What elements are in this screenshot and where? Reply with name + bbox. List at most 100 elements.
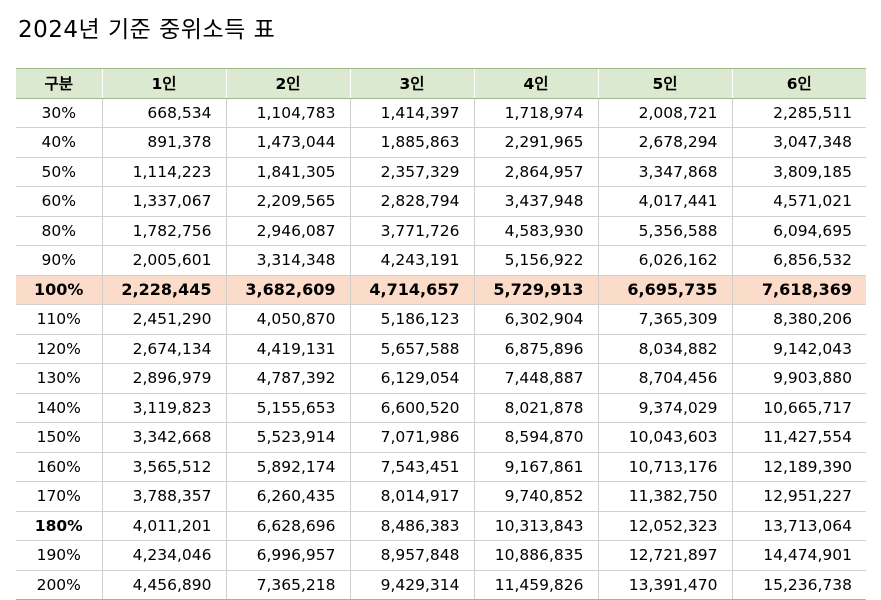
income-cell: 2,008,721: [597, 98, 732, 128]
income-cell: 3,437,948: [473, 186, 598, 217]
row-label: 110%: [16, 304, 102, 335]
income-cell: 4,243,191: [349, 245, 474, 276]
income-cell: 2,864,957: [473, 157, 598, 187]
income-cell: 1,104,783: [225, 98, 350, 128]
row-label: 80%: [16, 216, 102, 246]
table-row: 30% 668,534 1,104,783 1,414,397 1,718,974 2,0…: [16, 98, 866, 128]
income-cell: 8,486,383: [349, 511, 474, 541]
income-cell: 4,714,657: [349, 275, 474, 305]
row-label: 130%: [16, 363, 102, 394]
income-cell: 2,357,329: [349, 157, 474, 187]
income-cell: 3,565,512: [101, 452, 226, 482]
income-cell: 1,114,223: [101, 157, 226, 187]
row-label: 100%: [16, 275, 102, 305]
income-cell: 5,729,913: [473, 275, 598, 305]
income-cell: 5,155,653: [225, 393, 350, 423]
income-cell: 1,718,974: [473, 98, 598, 128]
income-cell: 1,473,044: [225, 127, 350, 158]
income-cell: 1,782,756: [101, 216, 226, 246]
income-cell: 4,234,046: [101, 540, 226, 571]
table-row: 140% 3,119,823 5,155,653 6,600,520 8,021,878…: [16, 393, 866, 423]
income-cell: 668,534: [101, 98, 226, 128]
income-cell: 5,892,174: [225, 452, 350, 482]
income-cell: 8,704,456: [597, 363, 732, 394]
table-body: 30% 668,534 1,104,783 1,414,397 1,718,974 2,0…: [16, 98, 866, 600]
income-cell: 10,043,603: [597, 422, 732, 453]
table-row: 90% 2,005,601 3,314,348 4,243,191 5,156,922 6…: [16, 245, 866, 276]
income-cell: 8,021,878: [473, 393, 598, 423]
table-row: 120% 2,674,134 4,419,131 5,657,588 6,875,896…: [16, 334, 866, 364]
income-cell: 6,302,904: [473, 304, 598, 335]
income-cell: 1,885,863: [349, 127, 474, 158]
income-cell: 10,713,176: [597, 452, 732, 482]
income-cell: 6,628,696: [225, 511, 350, 541]
income-cell: 4,017,441: [597, 186, 732, 217]
income-cell: 3,314,348: [225, 245, 350, 276]
page-title: 2024년 기준 중위소득 표: [18, 17, 276, 43]
income-cell: 9,903,880: [731, 363, 866, 394]
row-label: 190%: [16, 540, 102, 571]
income-cell: 4,787,392: [225, 363, 350, 394]
income-cell: 4,050,870: [225, 304, 350, 335]
income-cell: 2,005,601: [101, 245, 226, 276]
income-cell: 3,682,609: [225, 275, 350, 305]
income-cell: 11,427,554: [731, 422, 866, 453]
income-cell: 1,337,067: [101, 186, 226, 217]
table-row: 110% 2,451,290 4,050,870 5,186,123 6,302,904…: [16, 304, 866, 335]
income-cell: 3,047,348: [731, 127, 866, 158]
income-cell: 2,828,794: [349, 186, 474, 217]
row-label: 160%: [16, 452, 102, 482]
income-cell: 12,189,390: [731, 452, 866, 482]
income-cell: 8,957,848: [349, 540, 474, 571]
income-cell: 4,011,201: [101, 511, 226, 541]
income-cell: 9,167,861: [473, 452, 598, 482]
income-cell: 8,594,870: [473, 422, 598, 453]
income-cell: 14,474,901: [731, 540, 866, 571]
income-cell: 6,856,532: [731, 245, 866, 276]
income-cell: 3,809,185: [731, 157, 866, 187]
income-cell: 6,695,735: [597, 275, 732, 305]
income-cell: 7,543,451: [349, 452, 474, 482]
income-cell: 10,313,843: [473, 511, 598, 541]
income-cell: 1,841,305: [225, 157, 350, 187]
income-cell: 5,356,588: [597, 216, 732, 246]
income-cell: 891,378: [101, 127, 226, 158]
income-cell: 8,014,917: [349, 481, 474, 512]
income-cell: 1,414,397: [349, 98, 474, 128]
income-cell: 3,788,357: [101, 481, 226, 512]
income-cell: 2,209,565: [225, 186, 350, 217]
income-cell: 2,946,087: [225, 216, 350, 246]
income-cell: 5,523,914: [225, 422, 350, 453]
row-label: 140%: [16, 393, 102, 423]
income-cell: 10,886,835: [473, 540, 598, 571]
table-row: 40% 891,378 1,473,044 1,885,863 2,291,965 2,6…: [16, 127, 866, 158]
income-cell: 13,713,064: [731, 511, 866, 541]
row-label: 180%: [16, 511, 102, 541]
income-cell: 2,228,445: [101, 275, 226, 305]
table-row: 160% 3,565,512 5,892,174 7,543,451 9,167,861…: [16, 452, 866, 482]
row-label: 120%: [16, 334, 102, 364]
row-label: 60%: [16, 186, 102, 217]
income-cell: 8,034,882: [597, 334, 732, 364]
income-cell: 6,094,695: [731, 216, 866, 246]
header-1-person: 1인: [101, 68, 226, 99]
income-cell: 2,285,511: [731, 98, 866, 128]
income-cell: 12,721,897: [597, 540, 732, 571]
income-cell: 9,142,043: [731, 334, 866, 364]
table-row: 130% 2,896,979 4,787,392 6,129,054 7,448,887…: [16, 363, 866, 394]
median-income-table: 구분 1인 2인 3인 4인 5인 6인 30% 668,534 1,104,783…: [16, 68, 866, 600]
income-cell: 7,448,887: [473, 363, 598, 394]
income-cell: 7,365,309: [597, 304, 732, 335]
row-label: 90%: [16, 245, 102, 276]
income-cell: 3,119,823: [101, 393, 226, 423]
income-cell: 8,380,206: [731, 304, 866, 335]
header-6-person: 6인: [731, 68, 866, 99]
income-cell: 6,026,162: [597, 245, 732, 276]
income-cell: 6,875,896: [473, 334, 598, 364]
income-cell: 4,571,021: [731, 186, 866, 217]
income-cell: 9,374,029: [597, 393, 732, 423]
header-2-person: 2인: [225, 68, 350, 99]
income-cell: 2,678,294: [597, 127, 732, 158]
table-row: 50% 1,114,223 1,841,305 2,357,329 2,864,957 3…: [16, 157, 866, 187]
income-cell: 2,896,979: [101, 363, 226, 394]
